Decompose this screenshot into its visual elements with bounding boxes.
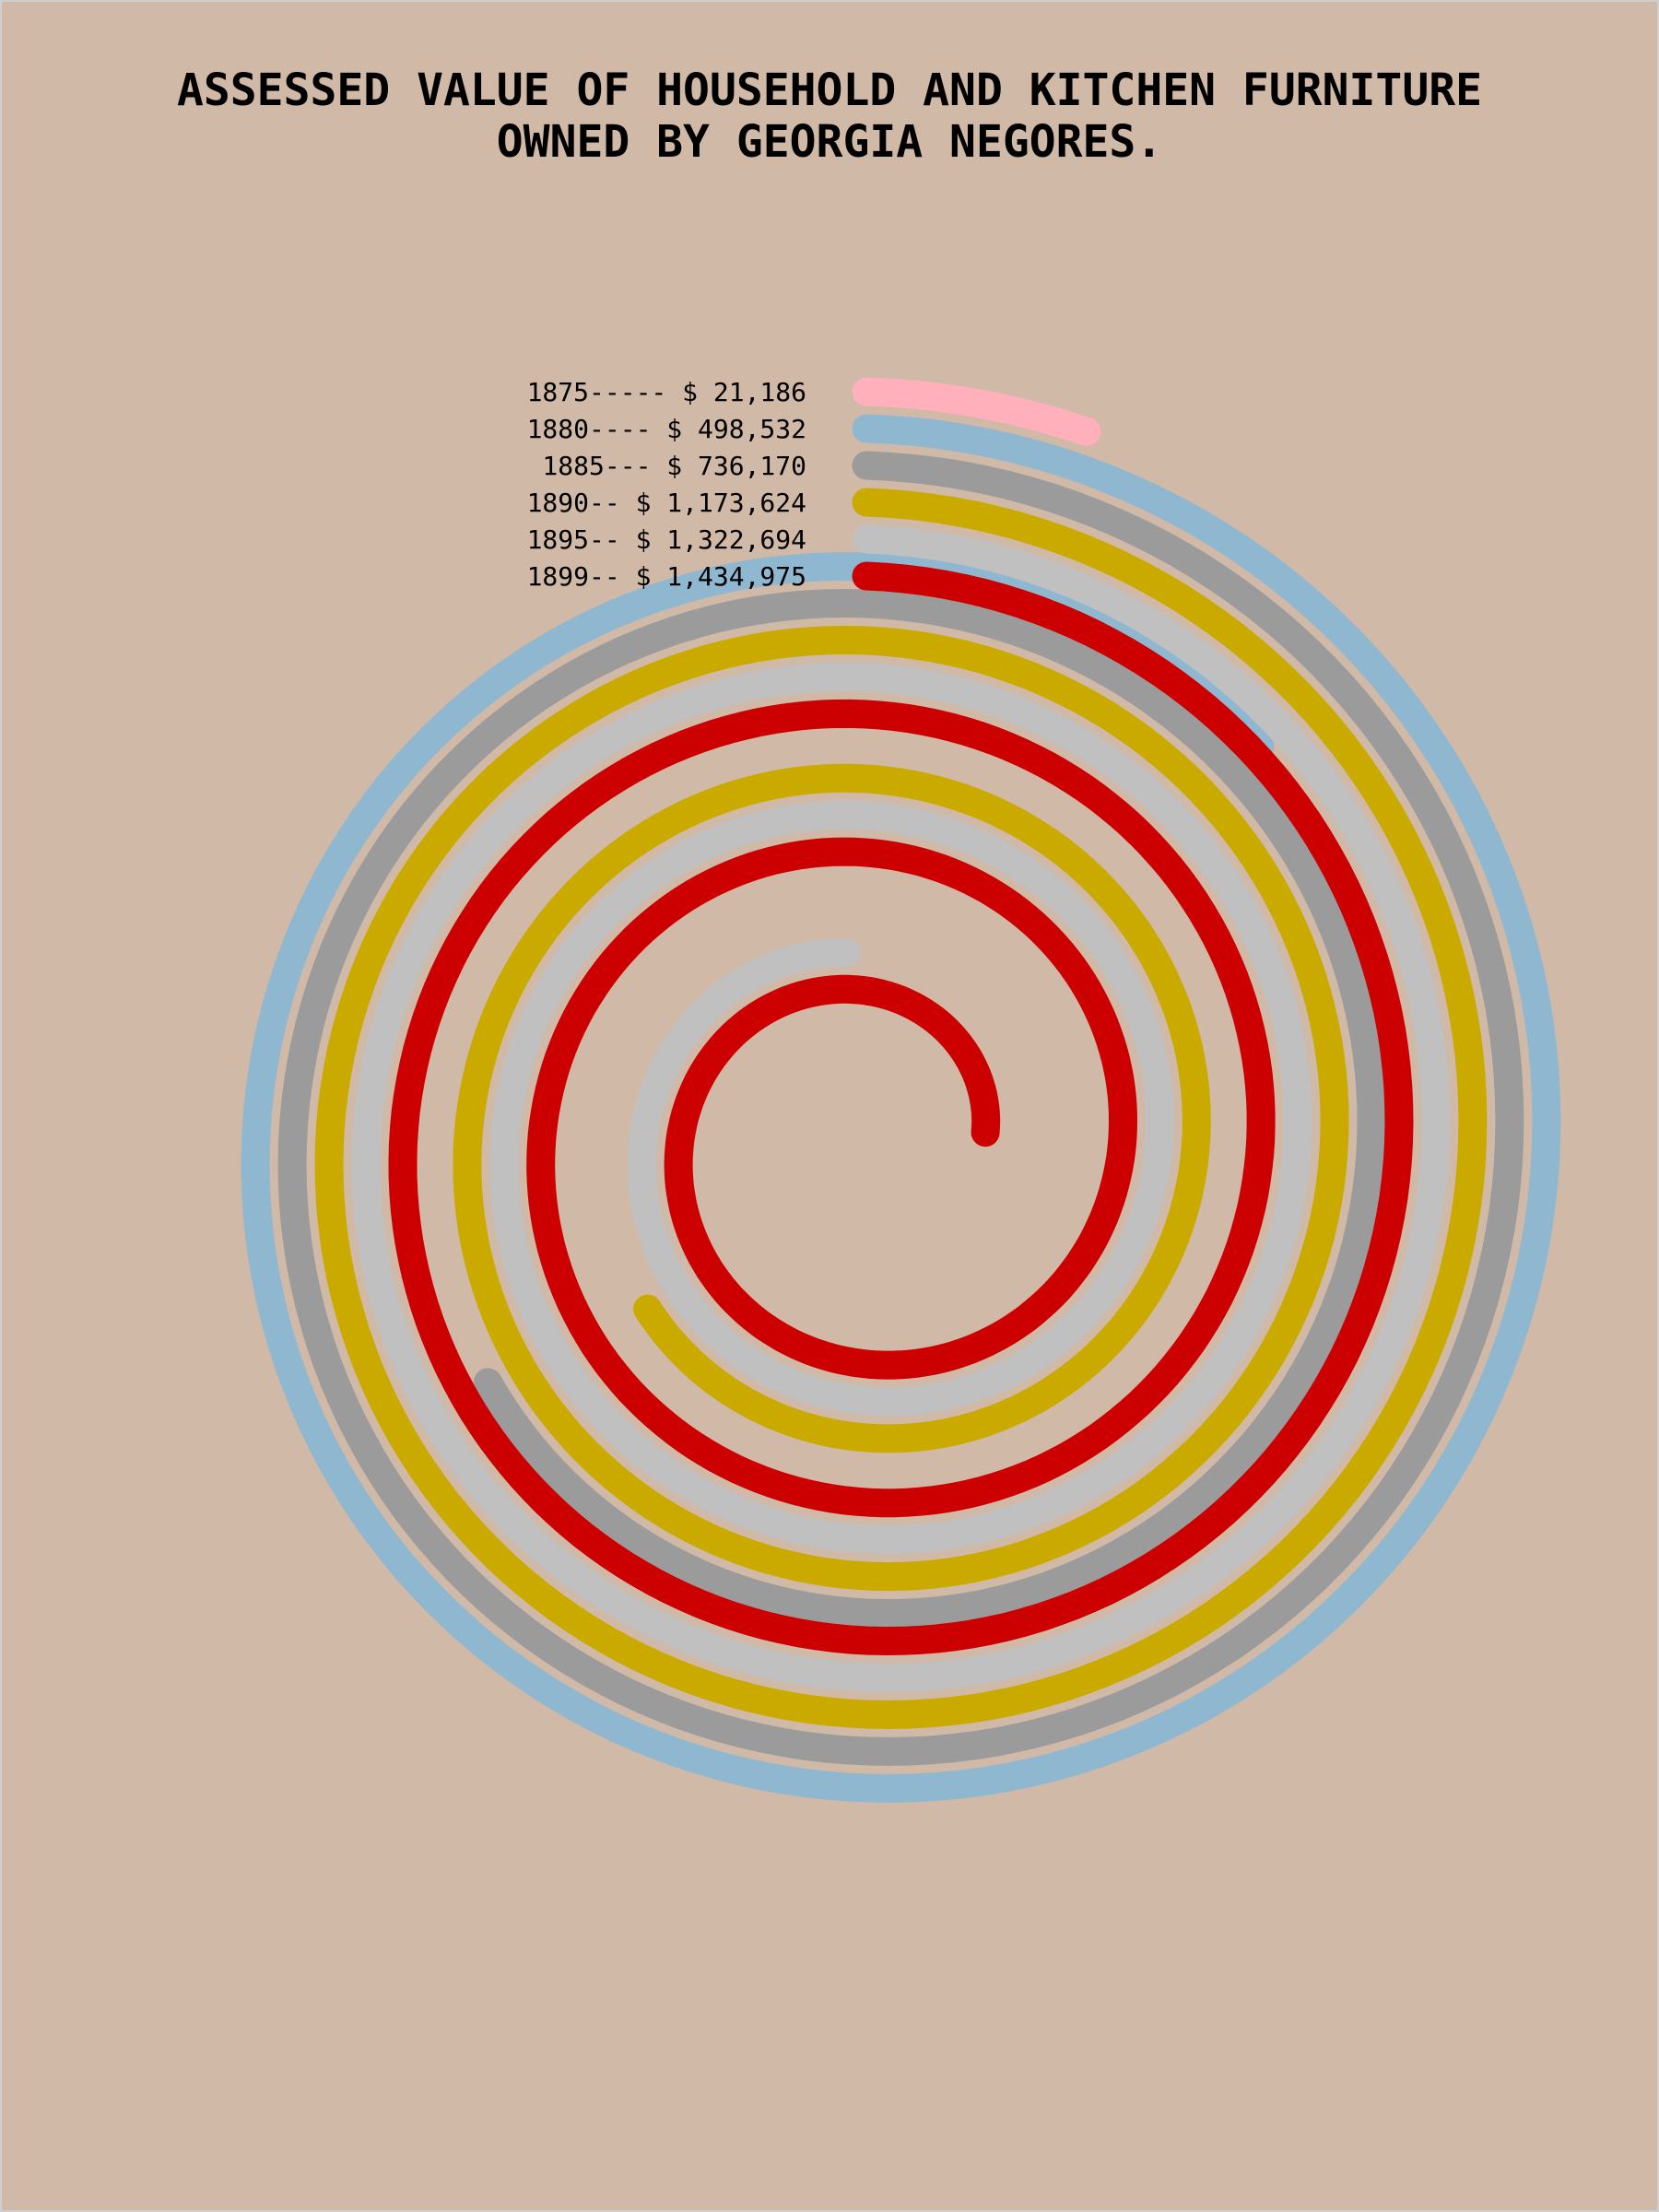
chart-title: ASSESSED VALUE OF HOUSEHOLD AND KITCHEN …: [0, 65, 1659, 168]
legend-label-1890: 1890-- $ 1,173,624: [527, 488, 806, 518]
spiral-arc-1885: [277, 451, 1524, 1766]
legend-label-1895: 1895-- $ 1,322,694: [527, 524, 806, 555]
chart-title-line-1: ASSESSED VALUE OF HOUSEHOLD AND KITCHEN …: [176, 65, 1483, 116]
spiral-arc-1895: [351, 524, 1451, 1693]
chart-title-line-2: OWNED BY GEORGIA NEGORES.: [496, 116, 1163, 168]
legend-labels: 1875----- $ 21,186 1880---- $ 498,532 1885…: [527, 377, 806, 592]
legend-label-1885: 1885--- $ 736,170: [542, 451, 806, 481]
legend-label-1875: 1875----- $ 21,186: [527, 377, 806, 407]
legend-label-1880: 1880---- $ 498,532: [527, 414, 806, 444]
spiral-arc-1899: [388, 561, 1414, 1656]
spiral-arc-1875: [852, 377, 1101, 446]
spiral-arc-1880: [241, 414, 1561, 1803]
spiral-arc-1890: [314, 488, 1488, 1730]
legend-label-1899: 1899-- $ 1,434,975: [527, 561, 806, 592]
spiral-arcs: [241, 377, 1561, 1803]
